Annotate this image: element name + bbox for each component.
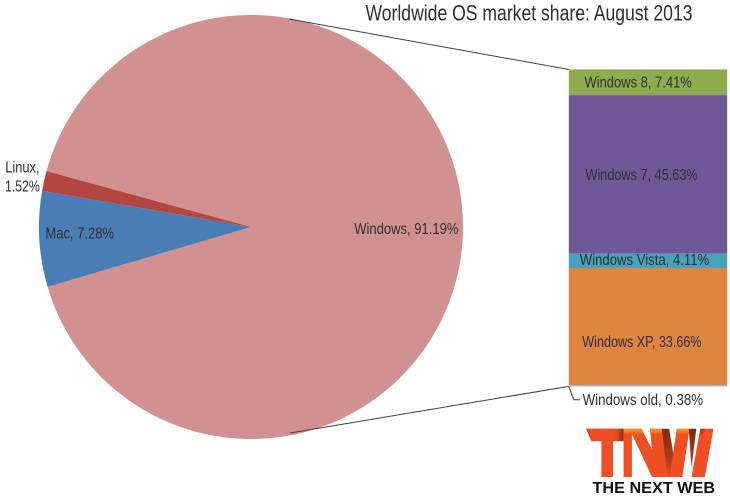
svg-text:Mac, 7.28%: Mac, 7.28% — [45, 226, 114, 243]
svg-text:Linux,: Linux, — [5, 160, 39, 177]
svg-text:1.52%: 1.52% — [5, 178, 40, 195]
svg-text:THE NEXT WEB: THE NEXT WEB — [593, 480, 716, 497]
svg-text:Windows 7, 45.63%: Windows 7, 45.63% — [586, 167, 698, 184]
svg-text:Worldwide OS market share: Aug: Worldwide OS market share: August 2013 — [366, 0, 693, 25]
svg-text:Windows Vista, 4.11%: Windows Vista, 4.11% — [580, 252, 709, 269]
svg-text:Windows, 91.19%: Windows, 91.19% — [354, 221, 458, 238]
svg-text:Windows 8, 7.41%: Windows 8, 7.41% — [585, 74, 692, 91]
svg-text:Windows XP, 33.66%: Windows XP, 33.66% — [582, 334, 701, 351]
svg-text:Windows old, 0.38%: Windows old, 0.38% — [583, 392, 704, 409]
